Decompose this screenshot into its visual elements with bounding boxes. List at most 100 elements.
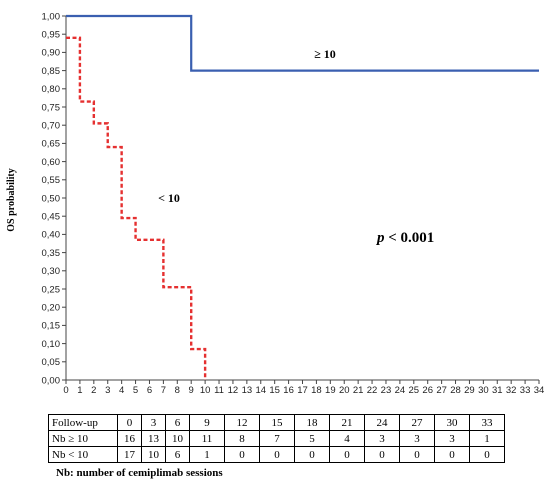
table-cell: 1 [469, 430, 505, 447]
table-row-label: Nb ≥ 10 [48, 430, 118, 447]
table-cell: 15 [259, 414, 295, 431]
x-tick-label: 7 [161, 385, 166, 396]
x-tick-label: 29 [464, 385, 475, 396]
x-tick-label: 10 [200, 385, 211, 396]
x-tick-label: 13 [242, 385, 253, 396]
curve-ge10-line [66, 14, 539, 72]
y-tick-label: 0,05 [42, 357, 61, 368]
x-tick-label: 21 [353, 385, 364, 396]
km-survival-chart: 0,00 0,05 0,10 0,15 0,20 0,25 0,30 0,35 0,40 0,45… [6, 11, 545, 396]
y-tick-label: 0,70 [42, 121, 61, 132]
x-tick-label: 26 [422, 385, 433, 396]
x-axis: 0 1 2 3 4 5 6 7 8 9 10 11 12 13 14 15 16 17 18 19 20 21 22 23 24… [63, 379, 545, 396]
number-at-risk-table: Follow-up 0 3 6 9 12 15 18 21 24 27 30 3… [48, 414, 505, 463]
table-cell: 9 [189, 414, 225, 431]
table-cell: 0 [434, 446, 470, 463]
x-tick-label: 17 [297, 385, 308, 396]
table-cell: 0 [224, 446, 260, 463]
table-cell: 0 [364, 446, 400, 463]
y-tick-label: 0,20 [42, 303, 61, 314]
table-cell: 12 [224, 414, 260, 431]
x-tick-label: 31 [492, 385, 503, 396]
y-tick-label: 0,00 [42, 375, 61, 386]
table-cell: 10 [141, 446, 166, 463]
y-axis-label: OS probability [6, 168, 17, 231]
x-tick-label: 3 [105, 385, 110, 396]
y-tick-label: 0,10 [42, 339, 61, 350]
table-cell: 21 [329, 414, 365, 431]
x-tick-label: 23 [381, 385, 392, 396]
table-row: Nb < 10 17 10 6 1 0 0 0 0 0 0 0 0 [48, 446, 505, 463]
x-tick-label: 1 [77, 385, 82, 396]
x-tick-label: 8 [175, 385, 180, 396]
x-tick-label: 0 [63, 385, 68, 396]
x-tick-label: 27 [436, 385, 447, 396]
table-cell: 0 [469, 446, 505, 463]
table-cell: 0 [259, 446, 295, 463]
table-cell: 27 [399, 414, 435, 431]
table-cell: 18 [294, 414, 330, 431]
table-row-label: Nb < 10 [48, 446, 118, 463]
x-tick-label: 34 [534, 385, 545, 396]
curve-lt10-line [66, 36, 207, 380]
y-tick-label: 1,00 [42, 11, 61, 22]
x-tick-label: 33 [520, 385, 531, 396]
y-tick-label: 0,75 [42, 102, 61, 113]
table-cell: 7 [259, 430, 295, 447]
table-row: Nb ≥ 10 16 13 10 11 8 7 5 4 3 3 3 1 [48, 430, 505, 447]
y-tick-label: 0,55 [42, 175, 61, 186]
table-cell: 3 [141, 414, 166, 431]
table-cell: 4 [329, 430, 365, 447]
x-tick-label: 5 [133, 385, 138, 396]
table-cell: 3 [434, 430, 470, 447]
y-tick-label: 0,15 [42, 321, 61, 332]
table-cell: 3 [399, 430, 435, 447]
y-axis: 0,00 0,05 0,10 0,15 0,20 0,25 0,30 0,35 0,40 0,45… [42, 11, 67, 386]
x-tick-label: 20 [339, 385, 350, 396]
table-cell: 33 [469, 414, 505, 431]
y-tick-label: 0,95 [42, 30, 61, 41]
table-cell: 0 [399, 446, 435, 463]
table-cell: 0 [117, 414, 142, 431]
x-tick-label: 25 [409, 385, 420, 396]
table-cell: 8 [224, 430, 260, 447]
x-tick-label: 14 [255, 385, 266, 396]
y-tick-label: 0,65 [42, 139, 61, 150]
x-tick-label: 30 [478, 385, 489, 396]
x-tick-label: 6 [147, 385, 152, 396]
x-tick-label: 15 [269, 385, 280, 396]
y-tick-label: 0,40 [42, 230, 61, 241]
p-value-annotation: p < 0.001 [375, 230, 434, 246]
y-tick-label: 0,50 [42, 193, 61, 204]
y-tick-label: 0,80 [42, 84, 61, 95]
y-tick-label: 0,90 [42, 48, 61, 59]
table-cell: 0 [329, 446, 365, 463]
table-cell: 30 [434, 414, 470, 431]
x-tick-label: 32 [506, 385, 517, 396]
table-cell: 5 [294, 430, 330, 447]
y-tick-label: 0,30 [42, 266, 61, 277]
x-tick-label: 28 [450, 385, 461, 396]
y-tick-label: 0,85 [42, 66, 61, 77]
x-tick-label: 9 [189, 385, 194, 396]
x-tick-label: 19 [325, 385, 336, 396]
series-label-lt10: < 10 [158, 191, 180, 205]
footnote: Nb: number of cemiplimab sessions [56, 467, 223, 479]
x-tick-label: 11 [214, 385, 224, 396]
table-cell: 10 [165, 430, 190, 447]
survival-curves [66, 14, 539, 380]
x-tick-label: 22 [367, 385, 378, 396]
table-header-label: Follow-up [48, 414, 118, 431]
table-cell: 24 [364, 414, 400, 431]
y-tick-label: 0,25 [42, 284, 61, 295]
table-cell: 0 [294, 446, 330, 463]
x-tick-label: 24 [395, 385, 406, 396]
table-cell: 16 [117, 430, 142, 447]
x-tick-label: 4 [119, 385, 124, 396]
x-tick-label: 16 [283, 385, 294, 396]
table-cell: 6 [165, 414, 190, 431]
table-cell: 11 [189, 430, 225, 447]
p-value: < 0.001 [385, 230, 435, 246]
y-tick-label: 0,45 [42, 212, 61, 223]
y-tick-label: 0,60 [42, 157, 61, 168]
